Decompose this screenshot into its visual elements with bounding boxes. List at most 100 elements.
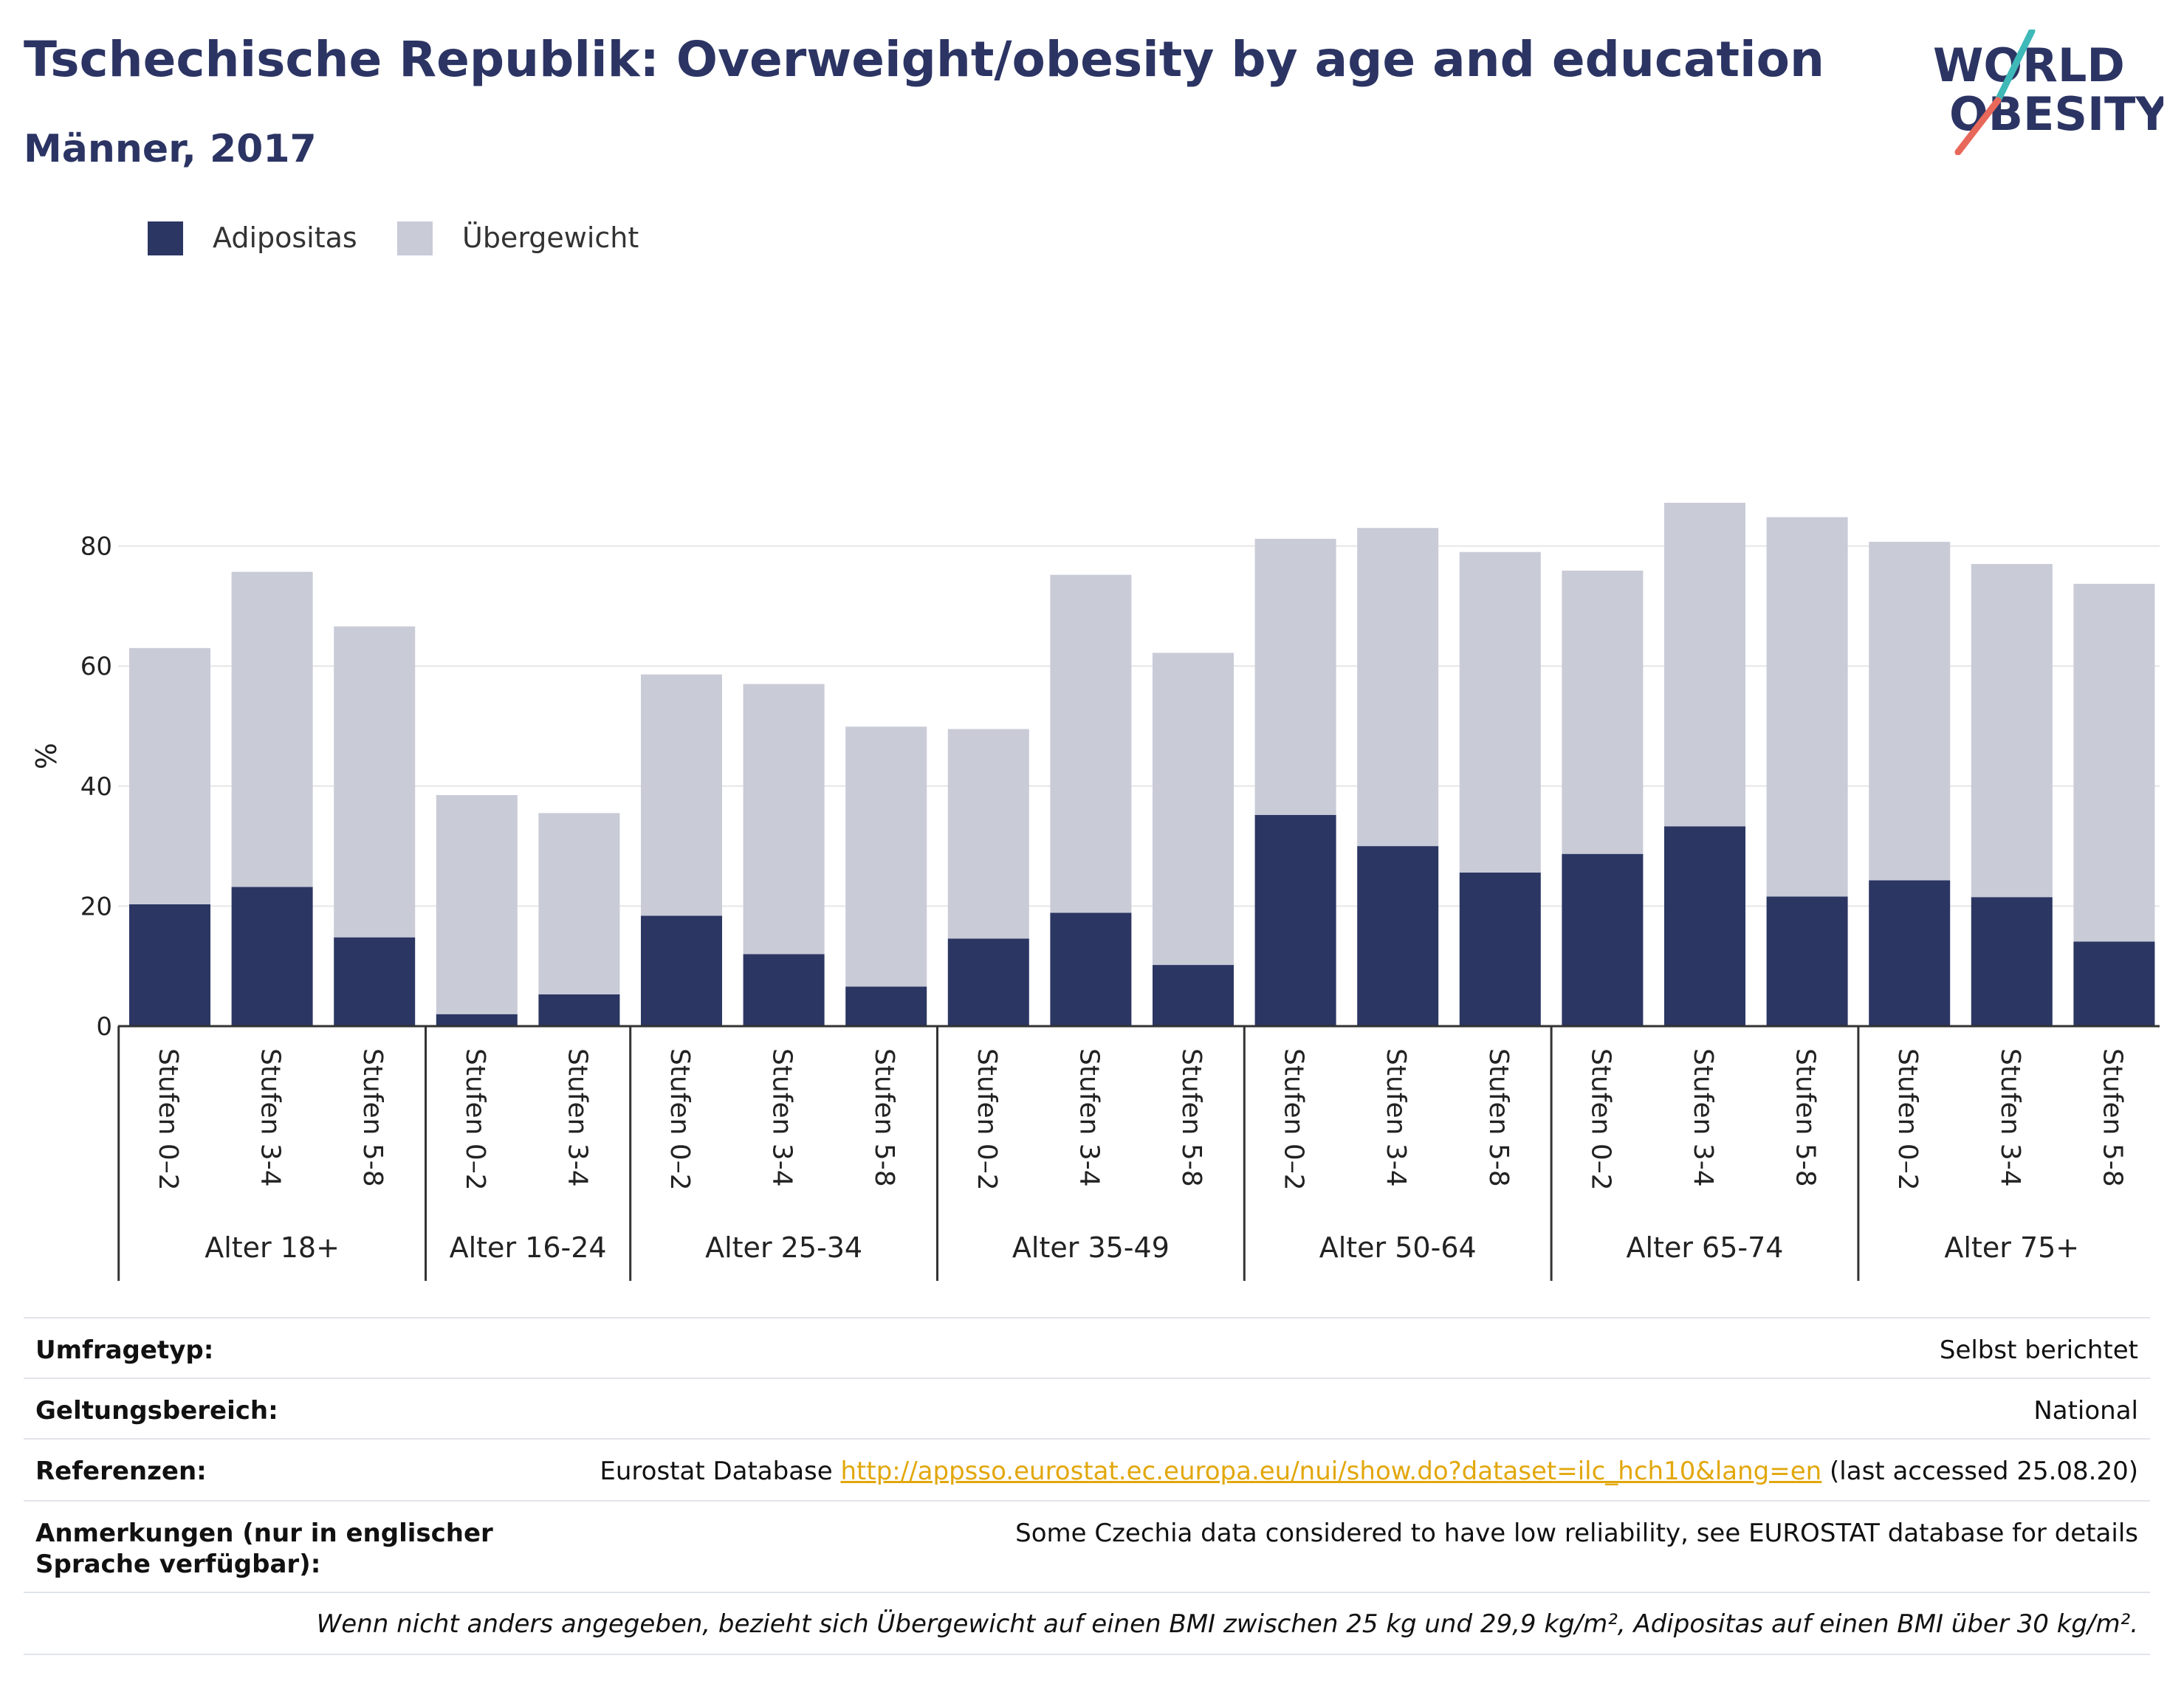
bar-overweight [845, 726, 927, 987]
x-category-label: Stufen 0–2 [1892, 1048, 1923, 1191]
x-group-label: Alter 50-64 [1319, 1231, 1477, 1264]
chart-title: Tschechische Republik: Overweight/obesit… [24, 31, 1825, 88]
bar-overweight [1869, 541, 1951, 881]
bar-overweight [334, 626, 416, 938]
reference-prefix: Eurostat Database [600, 1457, 841, 1486]
x-category-label: Stufen 3-4 [767, 1048, 797, 1187]
bar-obese [1664, 826, 1745, 1026]
bar-overweight [1766, 517, 1848, 897]
y-tick-label: 0 [96, 1012, 112, 1042]
meta-value-references: Eurostat Database http://appsso.eurostat… [600, 1456, 2138, 1487]
x-category-label: Stufen 0–2 [1279, 1048, 1309, 1191]
bar-overweight [1562, 570, 1644, 854]
bar-overweight [641, 674, 722, 916]
bar-obese [1357, 846, 1439, 1026]
bar-obese [641, 915, 722, 1026]
x-category-label: Stufen 3-4 [255, 1048, 286, 1187]
meta-key-notes: Anmerkungen (nur in englischer Sprache v… [35, 1519, 493, 1579]
bar-obese [538, 994, 620, 1026]
chart-subtitle: Männer, 2017 [24, 127, 317, 171]
bar-overweight [231, 571, 313, 887]
reference-suffix: (last accessed 25.08.20) [1821, 1457, 2138, 1486]
bar-overweight [436, 794, 518, 1014]
bar-chart: 0 20 40 60 80% Stufen 0–2 Stufen 3-4 Stufen 5-8… [30, 503, 2160, 1281]
x-group-label: Alter 35-49 [1012, 1231, 1170, 1264]
bar-obese [129, 904, 210, 1026]
y-tick-label: 80 [80, 532, 112, 562]
x-category-label: Stufen 3-4 [1074, 1048, 1104, 1187]
x-category-label: Stufen 3-4 [1995, 1048, 2025, 1187]
bar-overweight [1971, 563, 2053, 898]
y-tick-label: 60 [80, 652, 112, 681]
x-category-label: Stufen 3-4 [562, 1048, 592, 1187]
meta-value-notes: Some Czechia data considered to have low… [1015, 1519, 2138, 1548]
bar-overweight [1664, 503, 1745, 827]
definition-footnote: Wenn nicht anders angegeben, bezieht sic… [316, 1609, 2138, 1639]
meta-value-survey-type: Selbst berichtet [1939, 1335, 2138, 1365]
x-category-label: Stufen 5-8 [869, 1048, 899, 1187]
x-category-label: Stufen 3-4 [1688, 1048, 1718, 1187]
legend-label-obese: Adipositas [213, 221, 357, 254]
meta-row-references: Referenzen: Eurostat Database http://app… [24, 1438, 2150, 1502]
bar-overweight [2073, 583, 2155, 942]
bar-obese [2073, 941, 2155, 1026]
x-group-label: Alter 75+ [1944, 1231, 2079, 1264]
logo-line2: OBESITY [1949, 87, 2163, 141]
x-category-label: Stufen 0–2 [665, 1048, 695, 1191]
x-category-label: Stufen 5-8 [1176, 1048, 1206, 1187]
bar-obese [1153, 965, 1234, 1026]
x-group-label: Alter 18+ [205, 1231, 340, 1264]
meta-row-footnote: Wenn nicht anders angegeben, bezieht sic… [24, 1592, 2150, 1655]
y-axis-label: % [30, 743, 63, 769]
x-category-label: Stufen 0–2 [153, 1048, 183, 1191]
x-group-label: Alter 25-34 [705, 1231, 862, 1264]
legend-swatch-overweight [397, 221, 433, 255]
bar-overweight [129, 647, 210, 904]
bar-overweight [1254, 538, 1336, 815]
bar-obese [743, 954, 825, 1026]
bar-obese [1971, 897, 2053, 1026]
bar-obese [1562, 853, 1644, 1026]
bar-obese [1869, 880, 1951, 1026]
y-tick-label: 20 [80, 892, 112, 921]
meta-row-survey-type: Umfragetyp: Selbst berichtet [24, 1317, 2150, 1379]
logo-slash-teal [1994, 30, 2036, 104]
x-category-label: Stufen 5-8 [2097, 1048, 2127, 1187]
meta-key-survey-type: Umfragetyp: [35, 1335, 214, 1365]
bar-overweight [1153, 653, 1234, 966]
bar-overweight [1459, 551, 1541, 873]
bar-obese [1766, 896, 1848, 1026]
x-category-label: Stufen 5-8 [357, 1048, 388, 1187]
x-category-label: Stufen 5-8 [1483, 1048, 1514, 1187]
bar-obese [334, 937, 416, 1026]
x-category-label: Stufen 0–2 [460, 1048, 490, 1191]
logo-line1: WORLD [1933, 38, 2125, 92]
bar-overweight [743, 684, 825, 955]
reference-link[interactable]: http://appsso.eurostat.ec.europa.eu/nui/… [840, 1457, 1822, 1486]
x-category-label: Stufen 5-8 [1790, 1048, 1821, 1187]
logo-slash-coral [1954, 97, 2002, 155]
x-group-label: Alter 16-24 [450, 1231, 607, 1264]
bar-obese [1050, 912, 1132, 1026]
x-category-label: Stufen 0–2 [972, 1048, 1002, 1191]
bar-obese [947, 938, 1029, 1026]
meta-row-coverage: Geltungsbereich: National [24, 1378, 2150, 1440]
meta-value-coverage: National [2033, 1396, 2138, 1426]
meta-key-coverage: Geltungsbereich: [35, 1396, 278, 1426]
bar-obese [1459, 872, 1541, 1026]
bar-obese [845, 986, 927, 1026]
world-obesity-logo: WORLD OBESITY [1933, 30, 2163, 155]
bar-overweight [538, 813, 620, 994]
bar-obese [231, 887, 313, 1026]
y-tick-label: 40 [80, 772, 112, 802]
bar-overweight [947, 729, 1029, 939]
bar-overweight [1050, 574, 1132, 913]
x-category-label: Stufen 3-4 [1381, 1048, 1411, 1187]
legend-swatch-obese [148, 221, 183, 255]
x-group-label: Alter 65-74 [1627, 1231, 1784, 1264]
bar-obese [1254, 814, 1336, 1026]
bar-obese [436, 1014, 518, 1026]
x-category-label: Stufen 0–2 [1585, 1048, 1615, 1191]
meta-key-references: Referenzen: [35, 1457, 207, 1486]
legend-label-overweight: Übergewicht [462, 221, 639, 254]
